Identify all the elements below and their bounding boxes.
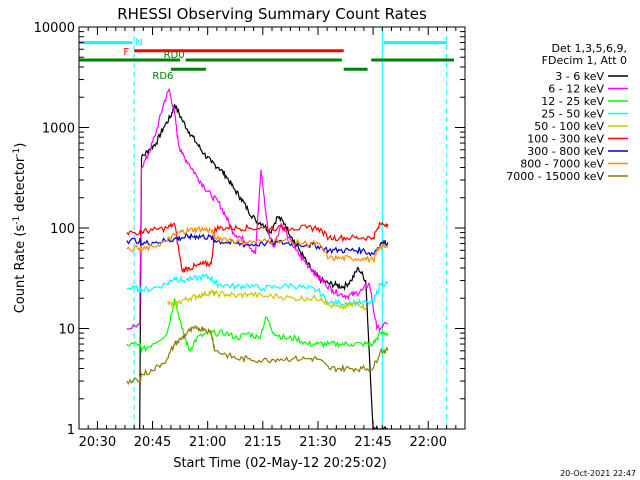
y-tick-label-1: 10 [58,323,75,338]
series-line-7 [126,225,389,264]
y-tick-label-2: 100 [50,222,75,237]
y-tick-label-4: 10000 [34,21,75,36]
series-line-4 [166,289,367,311]
legend-label-2: 12 - 25 keV [541,95,604,108]
series-line-1 [126,87,389,333]
x-tick-label-6: 22:00 [410,435,447,450]
y-axis-ticks: 1 10 100 1000 10000 [34,21,465,438]
legend-label-0: 3 - 6 keV [555,70,604,83]
legend-label-5: 100 - 300 keV [527,133,604,146]
x-tick-label-5: 21:45 [354,435,391,450]
y-axis-label-sup2: -1 [12,148,22,157]
state-bar-label-3: RD0 [164,50,185,61]
legend-header-2: FDecim 1, Att 0 [542,54,627,67]
series-line-5 [126,221,389,274]
footer-timestamp: 20-Oct-2021 22:47 [560,469,636,478]
x-tick-label-0: 20:30 [79,435,116,450]
y-axis-label-main: Count Rate (s [13,225,28,314]
y-axis-label: Count Rate (s-1 detector-1) [12,143,28,314]
y-axis-label-close: ) [13,143,28,148]
series-lines [126,87,389,431]
legend-label-4: 50 - 100 keV [534,120,604,133]
legend-label-1: 6 - 12 keV [548,83,604,96]
legend-label-7: 800 - 7000 keV [520,158,604,171]
chart-title: RHESSI Observing Summary Count Rates [117,5,427,23]
y-tick-label-0: 1 [67,423,75,438]
y-axis-label-tail: detector [13,156,28,216]
x-tick-label-3: 21:15 [244,435,281,450]
legend-label-8: 7000 - 15000 keV [506,170,604,183]
state-bar-label-2: F [123,47,129,58]
y-axis-label-sup: -1 [12,216,22,225]
x-axis-label: Start Time (02-May-12 20:25:02) [173,456,387,471]
legend: Det 1,3,5,6,9, FDecim 1, Att 0 3 - 6 keV… [506,42,628,183]
x-axis-ticks: 20:30 20:45 21:00 21:15 21:30 21:45 22:00 [78,27,466,450]
legend-label-3: 25 - 50 keV [541,108,604,121]
legend-header-1: Det 1,3,5,6,9, [551,42,627,55]
x-tick-label-1: 20:45 [134,435,171,450]
series-line-3 [126,272,389,308]
state-bars: NF RD0 RD6 [79,38,454,82]
series-line-8 [126,325,389,386]
series-line-2 [126,298,389,353]
y-tick-label-3: 1000 [42,122,75,137]
x-tick-label-4: 21:30 [299,435,336,450]
x-tick-label-2: 21:00 [189,435,226,450]
state-bar-label-0: N [135,38,142,49]
series-line-6 [126,233,389,257]
state-bar-label-6: RD6 [152,71,173,82]
legend-label-6: 300 - 800 keV [527,145,604,158]
